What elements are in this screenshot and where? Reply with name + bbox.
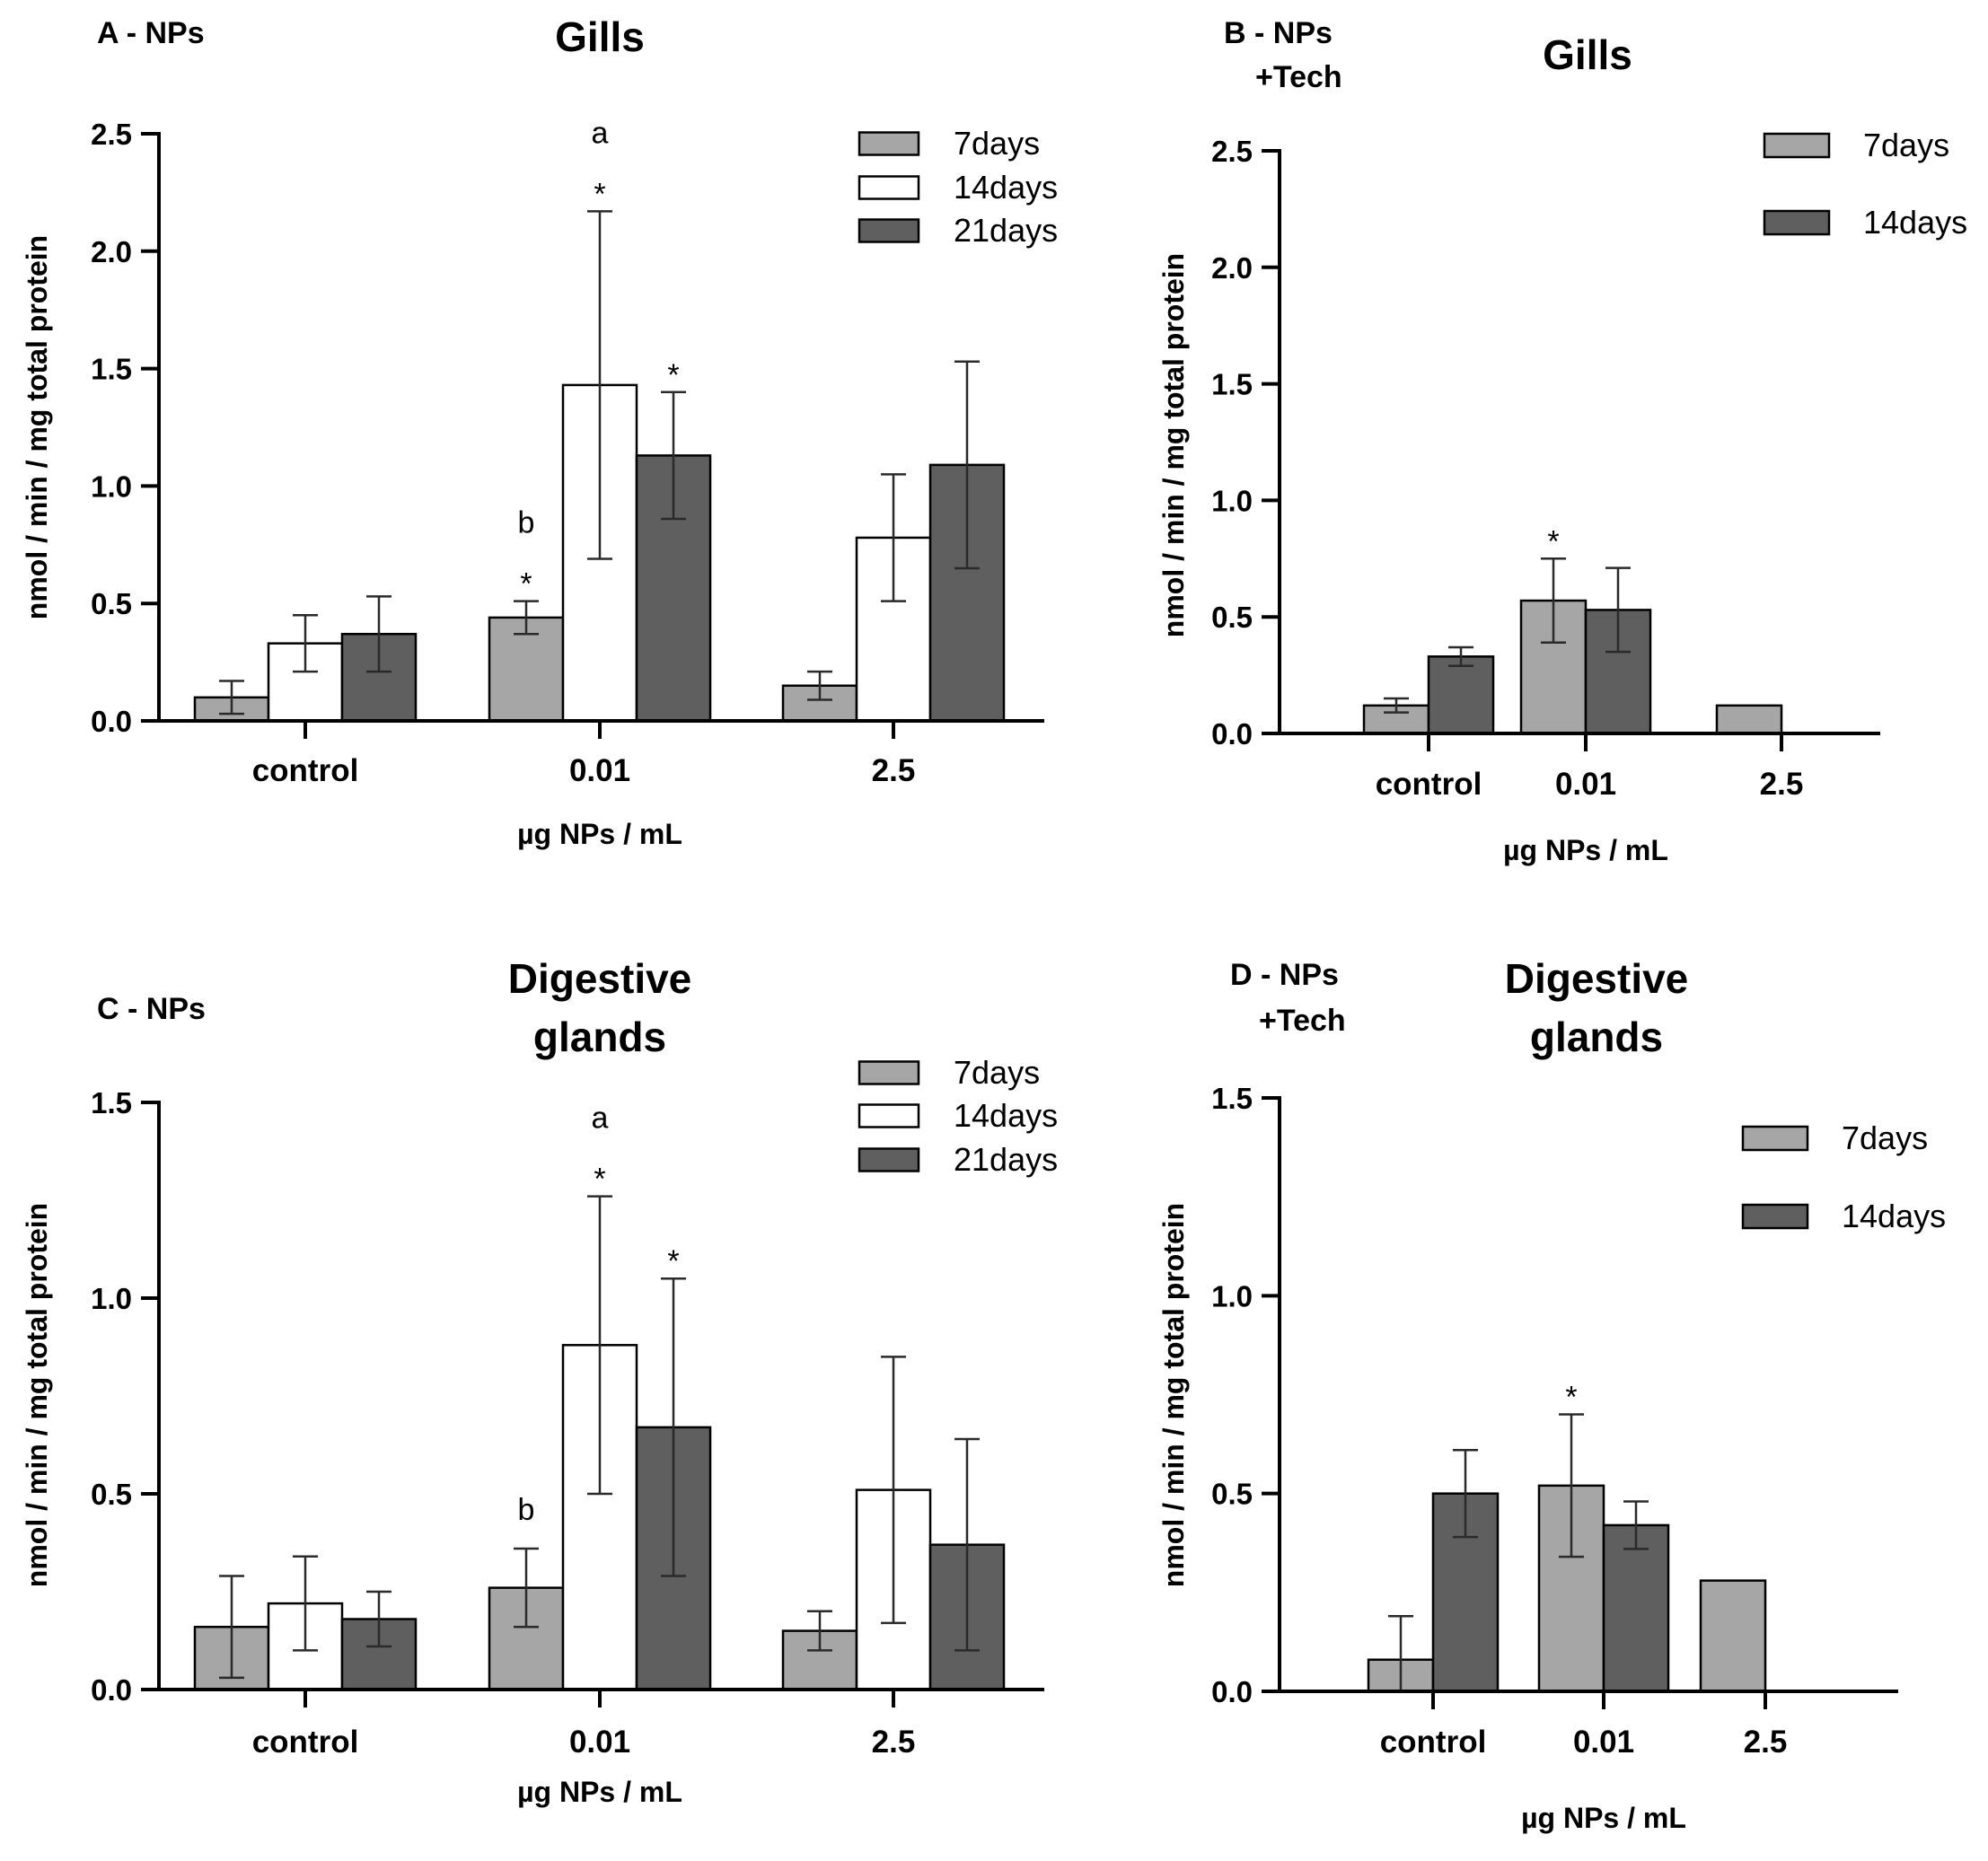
y-tick-label: 1.0 — [91, 470, 132, 503]
significance-label: b — [518, 506, 535, 540]
significance-label: * — [594, 177, 605, 211]
legend-label-7days: 7days — [954, 125, 1040, 162]
legend-swatch-7days — [858, 1060, 920, 1085]
y-axis-title: nmol / min / mg total protein — [21, 235, 53, 619]
y-tick-label: 0.5 — [91, 1478, 132, 1511]
y-tick-label: 0.0 — [1211, 717, 1253, 751]
chart-panel-b: B - NPs +Tech Gills nmol / min / mg total p… — [1157, 16, 1967, 866]
y-tick-label: 2.5 — [91, 118, 132, 151]
y-tick-label: 0.5 — [1211, 601, 1253, 634]
significance-label: * — [1547, 524, 1559, 558]
significance-label: * — [594, 1163, 605, 1197]
y-tick-label: 1.5 — [91, 1086, 132, 1119]
x-tick-label: 0.01 — [569, 753, 630, 788]
y-tick-label: 2.5 — [1211, 135, 1253, 168]
legend-label-7days: 7days — [954, 1054, 1040, 1091]
legend-label-14days: 14days — [1842, 1198, 1946, 1234]
y-tick-label: 0.5 — [91, 587, 132, 620]
significance-label: b — [518, 1493, 535, 1527]
legend-swatch-7days — [1763, 132, 1831, 159]
y-tick-label: 0.0 — [91, 705, 132, 738]
panel-label: A - NPs — [97, 16, 205, 50]
x-axis-title: µg NPs / mL — [1503, 834, 1668, 866]
y-tick-label: 1.5 — [1211, 368, 1253, 401]
bar-14days-0.01 — [1602, 1523, 1670, 1693]
chart-title: Gills — [1543, 31, 1632, 78]
y-tick-label: 0.5 — [1211, 1478, 1253, 1511]
y-axis-title: nmol / min / mg total protein — [1157, 1203, 1190, 1587]
x-axis-title: µg NPs / mL — [1521, 1802, 1686, 1834]
bar-7days-2.5 — [1699, 1579, 1767, 1693]
x-tick-label: 0.01 — [1555, 767, 1616, 802]
x-axis-title: µg NPs / mL — [517, 1776, 682, 1808]
legend-label-7days: 7days — [1863, 127, 1949, 163]
x-tick-label: 0.01 — [569, 1725, 630, 1760]
y-axis-title: nmol / min / mg total protein — [21, 1203, 53, 1587]
chart-panel-c: C - NPs Digestive glands nmol / min / mg to… — [21, 955, 1058, 1808]
panel-label: D - NPs — [1230, 958, 1339, 992]
x-tick-label: control — [252, 753, 359, 788]
significance-label: * — [520, 567, 532, 601]
y-tick-label: 1.0 — [1211, 1279, 1253, 1312]
legend-label-21days: 21days — [954, 1141, 1058, 1178]
y-tick-label: 1.5 — [1211, 1082, 1253, 1115]
legend-label-14days: 14days — [1863, 204, 1967, 241]
panel-label: C - NPs — [97, 992, 206, 1026]
x-tick-label: 2.5 — [1760, 767, 1804, 802]
y-tick-label: 0.0 — [91, 1673, 132, 1707]
x-tick-label: 2.5 — [1744, 1725, 1788, 1760]
panel-label: +Tech — [1255, 60, 1342, 94]
y-tick-label: 1.0 — [1211, 484, 1253, 517]
legend-swatch-7days — [858, 131, 920, 156]
legend-swatch-7days — [1741, 1125, 1809, 1152]
chart-panel-d: D - NPs +Tech Digestive glands nmol / min / … — [1157, 955, 1946, 1834]
chart-title: glands — [1530, 1014, 1663, 1060]
legend-label-7days: 7days — [1842, 1119, 1928, 1156]
x-tick-label: 0.01 — [1573, 1725, 1634, 1760]
significance-label: * — [667, 358, 679, 392]
significance-label: a — [592, 116, 609, 150]
y-tick-label: 1.0 — [91, 1282, 132, 1315]
bar-7days-2.5 — [1715, 704, 1783, 735]
legend-swatch-14days — [1741, 1203, 1809, 1230]
y-tick-label: 1.5 — [91, 353, 132, 386]
x-tick-label: 2.5 — [872, 753, 916, 788]
panel-label: B - NPs — [1224, 16, 1333, 50]
legend-swatch-14days — [858, 1103, 920, 1128]
y-axis-title: nmol / min / mg total protein — [1157, 253, 1190, 637]
bar-14days-control — [1427, 655, 1495, 735]
legend-swatch-14days — [858, 175, 920, 200]
chart-title: Gills — [555, 13, 645, 60]
legend-label-14days: 14days — [954, 169, 1058, 206]
significance-label: * — [667, 1244, 679, 1278]
x-tick-label: 2.5 — [872, 1725, 916, 1760]
y-tick-label: 2.0 — [1211, 251, 1253, 285]
chart-panel-a: A - NPs Gills nmol / min / mg total protei… — [21, 13, 1058, 850]
y-tick-label: 2.0 — [91, 235, 132, 268]
legend-swatch-14days — [1763, 209, 1831, 236]
x-tick-label: control — [1380, 1725, 1487, 1760]
significance-label: * — [1565, 1381, 1577, 1415]
x-axis-title: µg NPs / mL — [517, 818, 682, 850]
chart-title: glands — [533, 1014, 666, 1060]
legend-label-21days: 21days — [954, 212, 1058, 249]
legend-swatch-21days — [858, 1147, 920, 1172]
x-tick-label: control — [252, 1725, 359, 1760]
panel-label: +Tech — [1259, 1004, 1346, 1038]
legend-swatch-21days — [858, 218, 920, 243]
significance-label: a — [592, 1102, 609, 1136]
y-tick-label: 0.0 — [1211, 1675, 1253, 1708]
chart-title: Digestive — [508, 955, 692, 1002]
chart-title: Digestive — [1505, 955, 1689, 1002]
legend-label-14days: 14days — [954, 1097, 1058, 1134]
x-tick-label: control — [1376, 767, 1482, 802]
